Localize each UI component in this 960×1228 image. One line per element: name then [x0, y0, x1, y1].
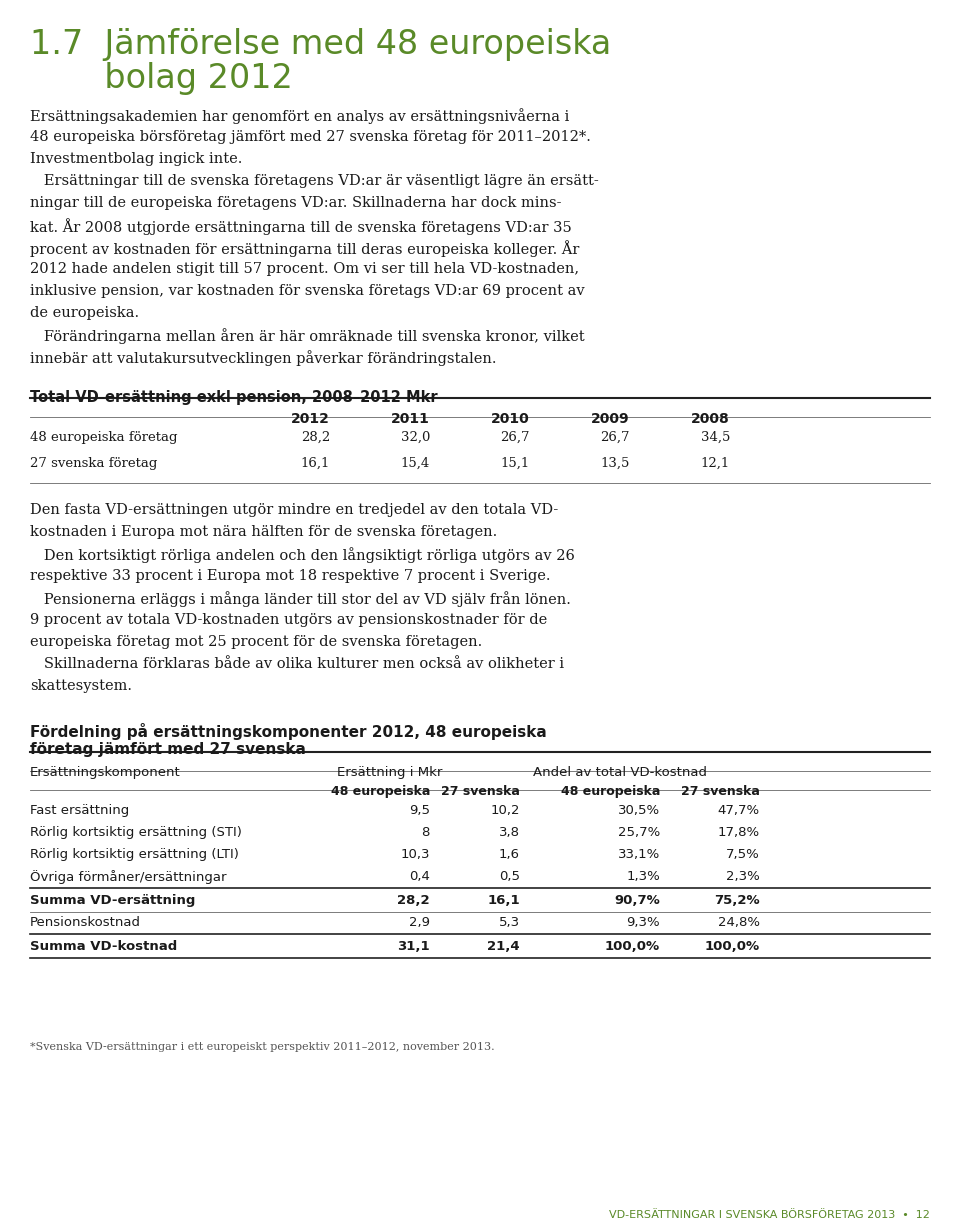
- Text: 48 europeiska börsföretag jämfört med 27 svenska företag för 2011–2012*.: 48 europeiska börsföretag jämfört med 27…: [30, 130, 590, 144]
- Text: 27 svenska: 27 svenska: [442, 785, 520, 798]
- Text: *Svenska VD-ersättningar i ett europeiskt perspektiv 2011–2012, november 2013.: *Svenska VD-ersättningar i ett europeisk…: [30, 1043, 494, 1052]
- Text: 2,3%: 2,3%: [727, 869, 760, 883]
- Text: Summa VD-ersättning: Summa VD-ersättning: [30, 894, 196, 907]
- Text: 90,7%: 90,7%: [614, 894, 660, 907]
- Text: 27 svenska företag: 27 svenska företag: [30, 457, 157, 470]
- Text: 48 europeiska företag: 48 europeiska företag: [30, 431, 178, 445]
- Text: kostnaden i Europa mot nära hälften för de svenska företagen.: kostnaden i Europa mot nära hälften för …: [30, 526, 497, 539]
- Text: 9,3%: 9,3%: [626, 916, 660, 930]
- Text: 2012 hade andelen stigit till 57 procent. Om vi ser till hela VD-kostnaden,: 2012 hade andelen stigit till 57 procent…: [30, 262, 579, 276]
- Text: företag jämfört med 27 svenska: företag jämfört med 27 svenska: [30, 742, 306, 756]
- Text: 16,1: 16,1: [488, 894, 520, 907]
- Text: de europeiska.: de europeiska.: [30, 306, 139, 321]
- Text: Fast ersättning: Fast ersättning: [30, 804, 130, 817]
- Text: 24,8%: 24,8%: [718, 916, 760, 930]
- Text: 25,7%: 25,7%: [617, 826, 660, 839]
- Text: 16,1: 16,1: [300, 457, 330, 470]
- Text: 2008: 2008: [691, 413, 730, 426]
- Text: 32,0: 32,0: [400, 431, 430, 445]
- Text: 2010: 2010: [492, 413, 530, 426]
- Text: 0,5: 0,5: [499, 869, 520, 883]
- Text: 3,8: 3,8: [499, 826, 520, 839]
- Text: 2011: 2011: [391, 413, 430, 426]
- Text: Ersättningar till de svenska företagens VD:ar är väsentligt lägre än ersätt-: Ersättningar till de svenska företagens …: [30, 174, 599, 188]
- Text: 34,5: 34,5: [701, 431, 730, 445]
- Text: 15,1: 15,1: [501, 457, 530, 470]
- Text: Förändringarna mellan åren är här omräknade till svenska kronor, vilket: Förändringarna mellan åren är här omräkn…: [30, 328, 585, 344]
- Text: 30,5%: 30,5%: [618, 804, 660, 817]
- Text: 1,6: 1,6: [499, 849, 520, 861]
- Text: 26,7: 26,7: [500, 431, 530, 445]
- Text: Pensionskostnad: Pensionskostnad: [30, 916, 141, 930]
- Text: 100,0%: 100,0%: [705, 939, 760, 953]
- Text: procent av kostnaden för ersättningarna till deras europeiska kolleger. År: procent av kostnaden för ersättningarna …: [30, 239, 580, 257]
- Text: respektive 33 procent i Europa mot 18 respektive 7 procent i Sverige.: respektive 33 procent i Europa mot 18 re…: [30, 569, 550, 583]
- Text: Rörlig kortsiktig ersättning (STI): Rörlig kortsiktig ersättning (STI): [30, 826, 242, 839]
- Text: Övriga förmåner/ersättningar: Övriga förmåner/ersättningar: [30, 869, 227, 884]
- Text: 9 procent av totala VD-kostnaden utgörs av pensionskostnader för de: 9 procent av totala VD-kostnaden utgörs …: [30, 613, 547, 628]
- Text: 48 europeiska: 48 europeiska: [561, 785, 660, 798]
- Text: 27 svenska: 27 svenska: [682, 785, 760, 798]
- Text: europeiska företag mot 25 procent för de svenska företagen.: europeiska företag mot 25 procent för de…: [30, 635, 482, 650]
- Text: 48 europeiska: 48 europeiska: [330, 785, 430, 798]
- Text: skattesystem.: skattesystem.: [30, 679, 132, 693]
- Text: Pensionerna erläggs i många länder till stor del av VD själv från lönen.: Pensionerna erläggs i många länder till …: [30, 591, 571, 607]
- Text: 12,1: 12,1: [701, 457, 730, 470]
- Text: Ersättningsakademien har genomfört en analys av ersättningsnivåerna i: Ersättningsakademien har genomfört en an…: [30, 108, 569, 124]
- Text: 5,3: 5,3: [499, 916, 520, 930]
- Text: 47,7%: 47,7%: [718, 804, 760, 817]
- Text: 17,8%: 17,8%: [718, 826, 760, 839]
- Text: bolag 2012: bolag 2012: [30, 61, 293, 95]
- Text: Summa VD-kostnad: Summa VD-kostnad: [30, 939, 178, 953]
- Text: ningar till de europeiska företagens VD:ar. Skillnaderna har dock mins-: ningar till de europeiska företagens VD:…: [30, 196, 562, 210]
- Text: Total VD-ersättning exkl pension, 2008–2012 Mkr: Total VD-ersättning exkl pension, 2008–2…: [30, 391, 438, 405]
- Text: 100,0%: 100,0%: [605, 939, 660, 953]
- Text: 75,2%: 75,2%: [714, 894, 760, 907]
- Text: 10,2: 10,2: [491, 804, 520, 817]
- Text: 10,3: 10,3: [400, 849, 430, 861]
- Text: Andel av total VD-kostnad: Andel av total VD-kostnad: [533, 766, 707, 779]
- Text: 26,7: 26,7: [601, 431, 630, 445]
- Text: 13,5: 13,5: [601, 457, 630, 470]
- Text: VD-ERSÄTTNINGAR I SVENSKA BÖRSFÖRETAG 2013  •  12: VD-ERSÄTTNINGAR I SVENSKA BÖRSFÖRETAG 20…: [610, 1210, 930, 1219]
- Text: 15,4: 15,4: [400, 457, 430, 470]
- Text: Ersättning i Mkr: Ersättning i Mkr: [337, 766, 443, 779]
- Text: 21,4: 21,4: [488, 939, 520, 953]
- Text: 1,3%: 1,3%: [626, 869, 660, 883]
- Text: 1.7  Jämförelse med 48 europeiska: 1.7 Jämförelse med 48 europeiska: [30, 28, 612, 61]
- Text: 2,9: 2,9: [409, 916, 430, 930]
- Text: Den kortsiktigt rörliga andelen och den långsiktigt rörliga utgörs av 26: Den kortsiktigt rörliga andelen och den …: [30, 546, 575, 562]
- Text: inklusive pension, var kostnaden för svenska företags VD:ar 69 procent av: inklusive pension, var kostnaden för sve…: [30, 284, 585, 298]
- Text: Ersättningskomponent: Ersättningskomponent: [30, 766, 180, 779]
- Text: Investmentbolag ingick inte.: Investmentbolag ingick inte.: [30, 152, 242, 166]
- Text: kat. År 2008 utgjorde ersättningarna till de svenska företagens VD:ar 35: kat. År 2008 utgjorde ersättningarna til…: [30, 219, 572, 235]
- Text: Fördelning på ersättningskomponenter 2012, 48 europeiska: Fördelning på ersättningskomponenter 201…: [30, 723, 547, 740]
- Text: 7,5%: 7,5%: [727, 849, 760, 861]
- Text: innebär att valutakursutvecklingen påverkar förändringstalen.: innebär att valutakursutvecklingen påver…: [30, 350, 496, 366]
- Text: 28,2: 28,2: [397, 894, 430, 907]
- Text: 0,4: 0,4: [409, 869, 430, 883]
- Text: 8: 8: [421, 826, 430, 839]
- Text: 2009: 2009: [591, 413, 630, 426]
- Text: Skillnaderna förklaras både av olika kulturer men också av olikheter i: Skillnaderna förklaras både av olika kul…: [30, 657, 564, 670]
- Text: 31,1: 31,1: [397, 939, 430, 953]
- Text: Rörlig kortsiktig ersättning (LTI): Rörlig kortsiktig ersättning (LTI): [30, 849, 239, 861]
- Text: 9,5: 9,5: [409, 804, 430, 817]
- Text: 2012: 2012: [291, 413, 330, 426]
- Text: 33,1%: 33,1%: [617, 849, 660, 861]
- Text: 28,2: 28,2: [300, 431, 330, 445]
- Text: Den fasta VD-ersättningen utgör mindre en tredjedel av den totala VD-: Den fasta VD-ersättningen utgör mindre e…: [30, 503, 559, 517]
